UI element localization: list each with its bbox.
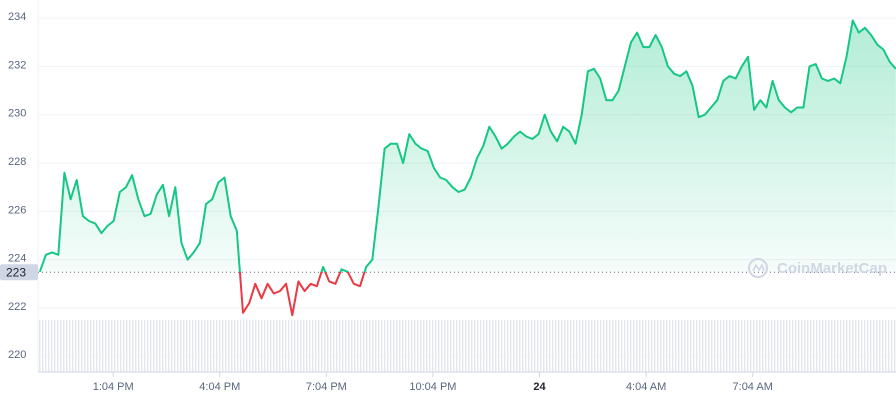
x-tick-label: 7:04 PM <box>306 381 347 393</box>
x-tick-label: 4:04 PM <box>199 381 240 393</box>
baseline-label-box <box>0 264 38 281</box>
x-tick-label: 24 <box>533 381 546 393</box>
watermark-logo <box>748 258 768 278</box>
area-above-baseline <box>39 20 896 273</box>
price-line <box>38 19 896 317</box>
x-tick-label: 10:04 PM <box>409 381 456 393</box>
x-tick-label: 7:04 AM <box>733 381 773 393</box>
x-tick-label: 4:04 AM <box>626 381 666 393</box>
x-tick-label: 1:04 PM <box>93 381 134 393</box>
volume-bars <box>38 320 896 372</box>
y-tick-label: 232 <box>8 59 26 71</box>
y-tick-label: 226 <box>8 204 26 216</box>
y-tick-label: 220 <box>8 349 26 361</box>
y-tick-label: 222 <box>8 301 26 313</box>
watermark: CoinMarketCap <box>777 260 887 277</box>
y-tick-label: 230 <box>8 108 26 120</box>
y-tick-label: 234 <box>8 11 26 23</box>
y-tick-label: 228 <box>8 156 26 168</box>
y-tick-label: 224 <box>8 253 26 265</box>
baseline-label: 223 <box>6 265 26 279</box>
